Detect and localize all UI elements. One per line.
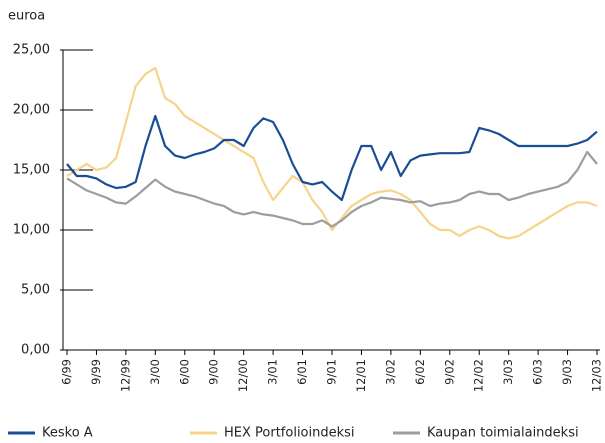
x-tick-label: 12/02 (472, 359, 486, 392)
x-tick-label: 3/03 (501, 359, 515, 385)
series-line (66, 66, 598, 240)
x-tick-label: 12/03 (590, 359, 604, 392)
x-tick-label: 3/02 (383, 359, 397, 385)
x-tick-label: 9/00 (207, 359, 221, 385)
x-tick-label: 12/01 (354, 359, 368, 392)
y-tick-label: 0,00 (21, 343, 50, 358)
y-axis-label: euroa (8, 9, 45, 24)
y-tick-label: 20,00 (13, 103, 50, 118)
x-tick-label: 9/01 (325, 359, 339, 385)
x-tick-label: 6/01 (295, 359, 309, 385)
x-tick-label: 12/99 (118, 359, 132, 392)
y-tick-label: 10,00 (13, 223, 50, 238)
x-tick-label: 9/99 (89, 359, 103, 385)
x-tick-label: 6/99 (60, 359, 74, 385)
legend-label: HEX Portfolioindeksi (224, 426, 355, 441)
x-tick-label: 9/03 (560, 359, 574, 385)
x-tick-label: 6/00 (177, 359, 191, 385)
y-tick-label: 25,00 (13, 43, 50, 58)
legend-label: Kaupan toimialaindeksi (427, 426, 579, 441)
x-tick-label: 12/00 (236, 359, 250, 392)
x-tick-label: 6/02 (413, 359, 427, 385)
series-line (66, 150, 598, 228)
legend-label: Kesko A (42, 426, 93, 441)
x-tick-label: 3/01 (266, 359, 280, 385)
y-tick-label: 15,00 (13, 163, 50, 178)
series-line (66, 114, 598, 202)
x-tick-label: 3/00 (148, 359, 162, 385)
y-tick-label: 5,00 (21, 283, 50, 298)
x-tick-label: 6/03 (531, 359, 545, 385)
x-tick-label: 9/02 (442, 359, 456, 385)
